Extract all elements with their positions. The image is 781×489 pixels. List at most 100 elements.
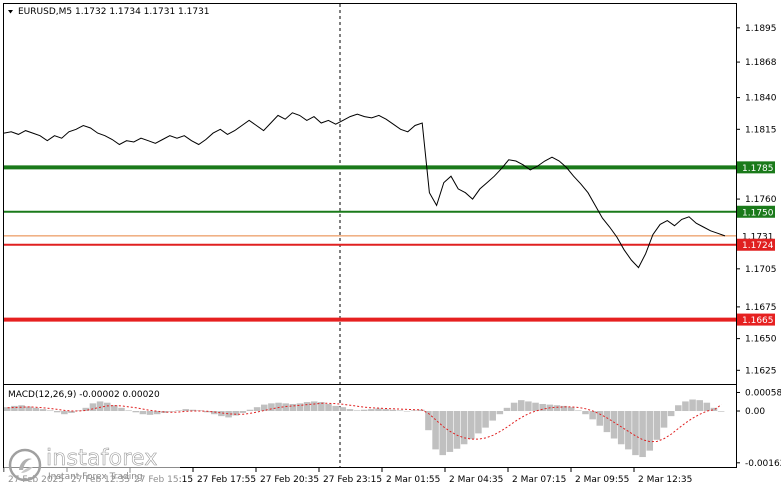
macd-bar-99 bbox=[710, 407, 718, 412]
y-tick-label-8: 1.1625 bbox=[745, 366, 777, 376]
macd-bar-100 bbox=[717, 411, 725, 412]
macd-bar-93 bbox=[667, 411, 675, 417]
macd-bar-50 bbox=[360, 409, 368, 412]
macd-bar-68 bbox=[489, 411, 496, 421]
macd-bar-78 bbox=[560, 405, 568, 412]
level-label-2: 1.1731 bbox=[742, 232, 774, 242]
macd-bar-0 bbox=[4, 407, 11, 412]
macd-bar-52 bbox=[375, 408, 382, 412]
level-label-bg-4 bbox=[737, 313, 775, 326]
macd-bar-48 bbox=[346, 409, 354, 412]
chart-title: EURUSD,M5 1.1732 1.1734 1.1731 1.1731 bbox=[18, 7, 210, 17]
y-tick-label-4: 1.1760 bbox=[745, 195, 777, 205]
level-label-1: 1.1750 bbox=[742, 208, 774, 218]
macd-bar-43 bbox=[310, 401, 318, 412]
macd-bar-60 bbox=[432, 411, 439, 450]
level-label-3: 1.1724 bbox=[742, 241, 774, 251]
macd-bar-61 bbox=[439, 411, 446, 456]
macd-bar-47 bbox=[339, 407, 347, 412]
macd-bar-38 bbox=[275, 402, 282, 412]
macd-bar-70 bbox=[503, 407, 511, 412]
macd-bar-10 bbox=[75, 410, 82, 412]
macd-bar-20 bbox=[146, 411, 154, 415]
macd-bar-8 bbox=[61, 411, 68, 415]
x-tick-label-6: 2 Mar 01:55 bbox=[386, 475, 440, 485]
y-tick-label-0: 1.1895 bbox=[745, 24, 777, 34]
macd-tick-label-1: 0.00 bbox=[745, 407, 765, 417]
macd-bar-15 bbox=[111, 405, 118, 412]
macd-bar-17 bbox=[125, 410, 132, 412]
macd-bar-79 bbox=[567, 407, 575, 412]
macd-bar-39 bbox=[282, 403, 289, 412]
macd-bar-1 bbox=[11, 405, 18, 412]
x-tick-label-8: 2 Mar 07:15 bbox=[512, 475, 566, 485]
macd-bar-64 bbox=[460, 411, 468, 445]
macd-bar-73 bbox=[525, 401, 532, 412]
macd-bar-57 bbox=[410, 410, 418, 412]
macd-bar-87 bbox=[625, 411, 632, 450]
macd-bar-4 bbox=[32, 407, 40, 412]
macd-bar-36 bbox=[260, 404, 268, 412]
macd-bar-98 bbox=[703, 402, 711, 412]
macd-bar-19 bbox=[139, 411, 147, 415]
macd-bar-7 bbox=[53, 411, 61, 413]
macd-bar-18 bbox=[132, 411, 140, 413]
macd-bar-34 bbox=[246, 409, 254, 412]
x-tick-label-4: 27 Feb 20:35 bbox=[260, 475, 319, 485]
level-label-4: 1.1665 bbox=[742, 316, 774, 326]
level-label-bg-3 bbox=[737, 238, 775, 251]
macd-bar-56 bbox=[403, 411, 411, 412]
macd-bar-85 bbox=[610, 411, 618, 439]
macd-bar-72 bbox=[517, 400, 525, 412]
macd-bar-40 bbox=[289, 403, 297, 412]
level-label-0: 1.1785 bbox=[742, 164, 774, 174]
macd-bar-59 bbox=[425, 411, 432, 431]
y-tick-label-6: 1.1675 bbox=[745, 303, 777, 313]
macd-bar-75 bbox=[539, 403, 546, 412]
y-tick-label-3: 1.1815 bbox=[745, 125, 777, 135]
macd-bar-33 bbox=[239, 411, 247, 413]
macd-bar-35 bbox=[253, 407, 261, 412]
macd-bar-9 bbox=[68, 411, 75, 413]
macd-bar-65 bbox=[468, 411, 475, 440]
macd-bar-41 bbox=[296, 403, 304, 412]
y-tick-label-1: 1.1868 bbox=[745, 58, 777, 68]
macd-bar-31 bbox=[225, 411, 232, 418]
macd-bar-25 bbox=[182, 409, 190, 412]
macd-bar-23 bbox=[168, 411, 175, 412]
dropdown-triangle-icon[interactable] bbox=[8, 10, 13, 14]
macd-bar-81 bbox=[582, 411, 589, 415]
macd-bar-3 bbox=[25, 406, 32, 412]
macd-bar-63 bbox=[453, 411, 461, 449]
macd-bar-71 bbox=[510, 402, 518, 412]
macd-bar-16 bbox=[118, 407, 125, 412]
macd-bar-37 bbox=[268, 403, 275, 412]
macd-bar-80 bbox=[575, 410, 582, 412]
watermark-tagline: Instant Forex Trading bbox=[48, 472, 143, 482]
macd-bar-42 bbox=[303, 402, 311, 412]
macd-bar-5 bbox=[39, 409, 47, 412]
macd-bar-90 bbox=[646, 411, 654, 451]
macd-bar-24 bbox=[175, 410, 182, 412]
macd-bar-26 bbox=[189, 409, 197, 412]
watermark-brand: instaforex bbox=[46, 446, 158, 472]
macd-bar-66 bbox=[475, 411, 482, 434]
macd-bar-88 bbox=[632, 411, 639, 456]
macd-bar-14 bbox=[103, 402, 111, 412]
macd-bar-12 bbox=[89, 403, 97, 412]
macd-bar-83 bbox=[596, 411, 604, 426]
y-tick-label-7: 1.1650 bbox=[745, 335, 777, 345]
y-tick-label-5: 1.1705 bbox=[745, 265, 777, 275]
macd-bar-51 bbox=[368, 409, 375, 412]
macd-bar-44 bbox=[318, 402, 325, 412]
macd-bar-32 bbox=[232, 411, 239, 416]
macd-bar-11 bbox=[82, 407, 90, 412]
macd-bar-95 bbox=[682, 401, 689, 412]
macd-bar-13 bbox=[96, 401, 104, 412]
macd-bar-86 bbox=[617, 411, 625, 445]
macd-bar-54 bbox=[389, 409, 397, 412]
instaforex-logo-icon bbox=[8, 448, 42, 482]
macd-bar-92 bbox=[660, 411, 668, 428]
macd-bar-29 bbox=[211, 411, 218, 415]
